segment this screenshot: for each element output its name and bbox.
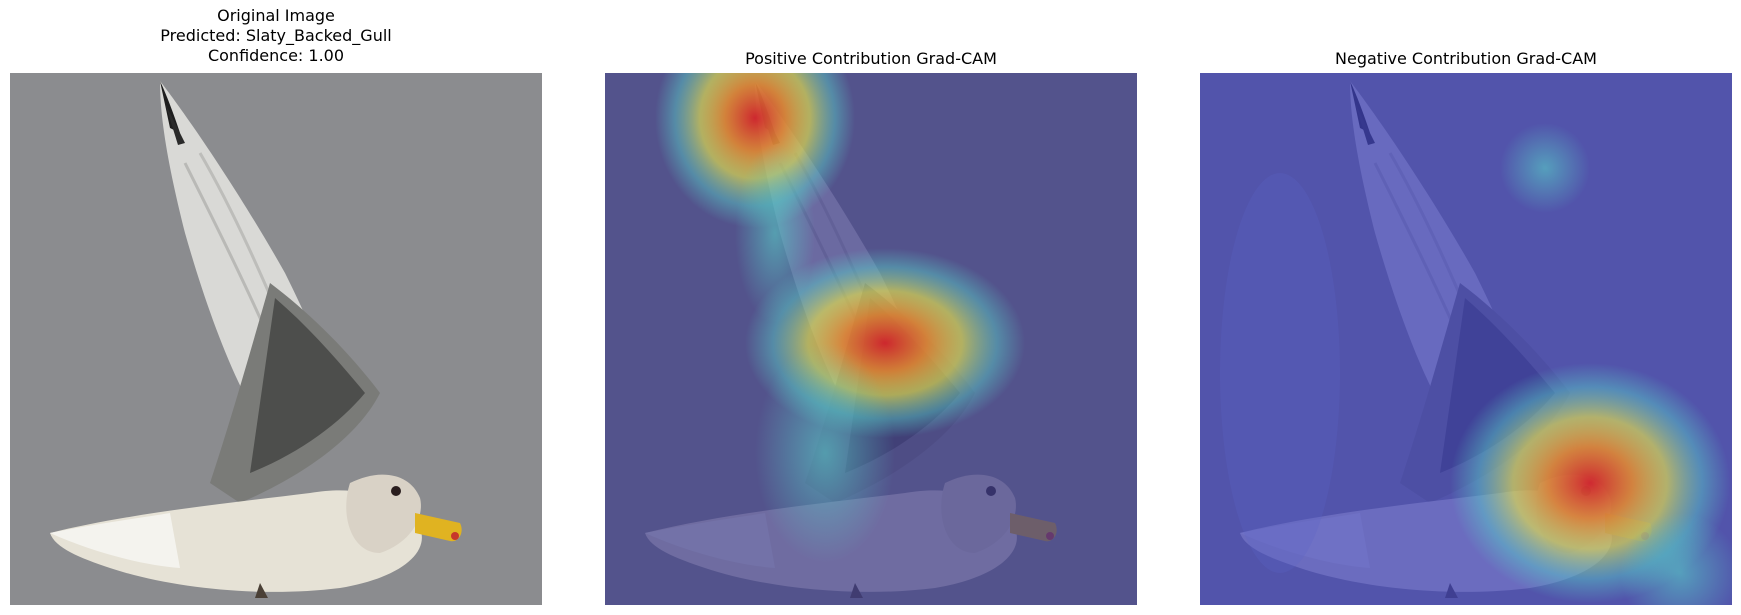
panel-title: Positive Contribution Grad-CAM — [605, 49, 1137, 69]
gradcam-positive-heatmap-icon — [605, 73, 1137, 605]
positive-heatmap-image — [605, 73, 1137, 605]
title-line: Negative Contribution Grad-CAM — [1335, 49, 1597, 68]
gradcam-negative-heatmap-icon — [1200, 73, 1732, 605]
negative-heatmap-image — [1200, 73, 1732, 605]
title-line: Positive Contribution Grad-CAM — [745, 49, 997, 68]
panel-title: Original Image Predicted: Slaty_Backed_G… — [10, 6, 542, 66]
title-line: Original Image — [217, 6, 335, 25]
title-line: Predicted: Slaty_Backed_Gull — [160, 26, 392, 45]
title-line: Confidence: 1.00 — [207, 46, 345, 65]
gull-photo-icon — [10, 73, 542, 605]
panel-title: Negative Contribution Grad-CAM — [1200, 49, 1732, 69]
original-image — [10, 73, 542, 605]
